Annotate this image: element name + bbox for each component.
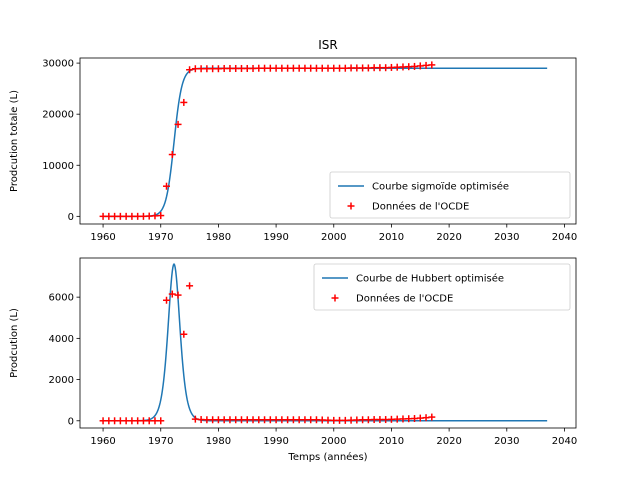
chart-title: ISR — [318, 38, 338, 52]
x-tick-label: 2040 — [552, 436, 577, 447]
axes-frame — [79, 57, 577, 225]
bottom-subplot: 1960 1970 1980 1990 2000 2010 2020 2030 2040 0 200… — [9, 257, 577, 463]
data-point — [157, 212, 165, 220]
x-tick-label: 1990 — [263, 232, 288, 243]
x-tick-label: 2040 — [552, 232, 577, 243]
y-tick-label: 10000 — [42, 161, 74, 172]
data-point — [168, 151, 176, 159]
x-tick-label: 1970 — [148, 436, 173, 447]
data-point — [163, 296, 171, 304]
x-tick-label: 1980 — [206, 436, 231, 447]
x-tick-label: 2030 — [494, 436, 519, 447]
x-tick-label: 1960 — [90, 232, 115, 243]
legend: Courbe de Hubbert optimisée Données de l'… — [313, 263, 571, 311]
data-point — [180, 330, 188, 338]
x-tick-label: 1970 — [148, 232, 173, 243]
legend-box — [313, 263, 571, 311]
legend-entry-label: Données de l'OCDE — [356, 293, 453, 305]
axes-frame — [79, 257, 577, 429]
data-point — [428, 413, 436, 421]
data-point — [428, 61, 436, 69]
x-tick-label: 2010 — [379, 232, 404, 243]
top-subplot: ISR 1960 1970 1980 1990 2000 2010 2020 2030 2040 0… — [9, 38, 577, 243]
y-tick-label: 20000 — [42, 110, 74, 121]
legend-entry-label: Courbe de Hubbert optimisée — [356, 273, 504, 285]
y-tick-label: 30000 — [42, 59, 74, 70]
data-point — [157, 417, 165, 425]
y-tick-label: 4000 — [49, 334, 74, 345]
data-point — [163, 182, 171, 190]
data-point — [186, 66, 194, 74]
x-tick-label: 2000 — [321, 232, 346, 243]
data-point — [186, 282, 194, 290]
legend-entry-label: Données de l'OCDE — [372, 201, 469, 213]
x-tick-label: 2010 — [379, 436, 404, 447]
x-tick-label: 2000 — [321, 436, 346, 447]
legend: Courbe sigmoïde optimisée Données de l'OC… — [329, 171, 571, 219]
y-tick-label: 0 — [68, 212, 74, 223]
y-tick-label: 6000 — [49, 293, 74, 304]
data-point — [180, 98, 188, 106]
x-tick-label: 2030 — [494, 232, 519, 243]
x-tick-label: 2020 — [436, 232, 461, 243]
y-tick-label: 0 — [68, 416, 74, 427]
y-axis-label: Prodcution totale (L) — [9, 90, 20, 192]
y-axis-label: Prodcution (L) — [9, 308, 20, 378]
x-tick-label: 1960 — [90, 436, 115, 447]
x-tick-label: 1980 — [206, 232, 231, 243]
x-tick-label: 2020 — [436, 436, 461, 447]
data-point — [174, 291, 182, 299]
legend-box — [329, 171, 571, 219]
data-point — [174, 120, 182, 128]
x-tick-label: 1990 — [263, 436, 288, 447]
x-axis-label: Temps (années) — [287, 451, 367, 463]
y-tick-label: 2000 — [49, 375, 74, 386]
legend-entry-label: Courbe sigmoïde optimisée — [372, 181, 509, 193]
data-point — [168, 290, 176, 298]
